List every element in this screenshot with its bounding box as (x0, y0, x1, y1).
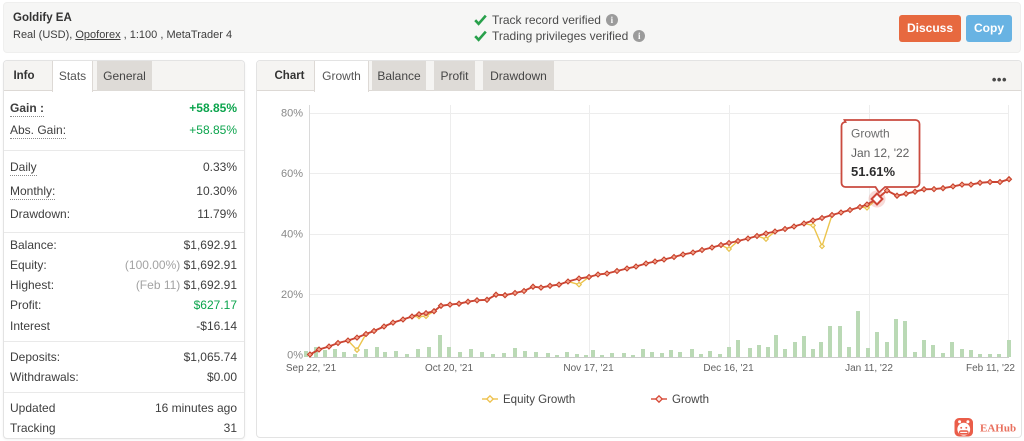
svg-text:Jan 11, '22: Jan 11, '22 (845, 363, 893, 374)
svg-text:Growth: Growth (851, 127, 890, 141)
svg-text:Growth: Growth (672, 394, 709, 406)
svg-text:51.61%: 51.61% (851, 164, 896, 179)
svg-text:80%: 80% (281, 108, 303, 120)
svg-text:Sep 22, '21: Sep 22, '21 (286, 363, 337, 374)
svg-text:60%: 60% (281, 168, 303, 180)
svg-text:Oct 20, '21: Oct 20, '21 (425, 363, 473, 374)
svg-text:Feb 11, '22: Feb 11, '22 (966, 363, 1015, 374)
svg-text:0%: 0% (287, 350, 303, 362)
svg-text:Jan 12, '22: Jan 12, '22 (851, 146, 910, 160)
svg-text:Equity Growth: Equity Growth (503, 394, 575, 406)
svg-text:Nov 17, '21: Nov 17, '21 (563, 363, 614, 374)
svg-text:20%: 20% (281, 289, 303, 301)
svg-text:Dec 16, '21: Dec 16, '21 (703, 363, 754, 374)
svg-text:EAHub: EAHub (980, 423, 1016, 435)
svg-text:40%: 40% (281, 229, 303, 241)
